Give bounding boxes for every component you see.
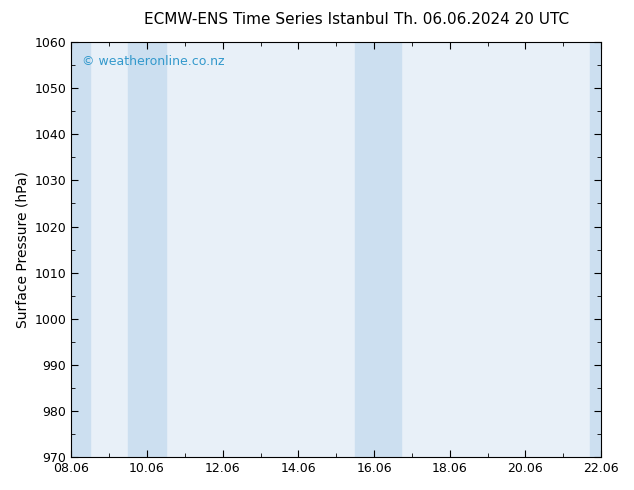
Bar	[590, 42, 601, 457]
Bar	[128, 42, 166, 457]
Y-axis label: Surface Pressure (hPa): Surface Pressure (hPa)	[15, 171, 29, 328]
Text: ECMW-ENS Time Series Istanbul: ECMW-ENS Time Series Istanbul	[144, 12, 389, 27]
Bar	[71, 42, 90, 457]
Text: © weatheronline.co.nz: © weatheronline.co.nz	[82, 54, 224, 68]
Text: Th. 06.06.2024 20 UTC: Th. 06.06.2024 20 UTC	[394, 12, 569, 27]
Bar	[355, 42, 401, 457]
